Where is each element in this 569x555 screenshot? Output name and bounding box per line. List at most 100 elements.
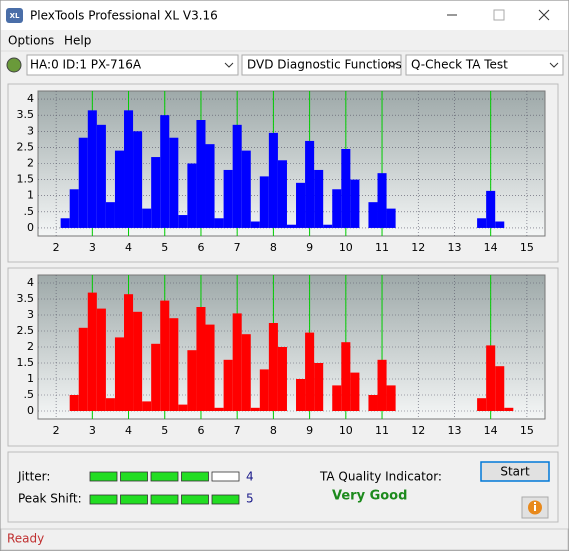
histogram-bar: [350, 372, 360, 411]
histogram-bar: [169, 137, 179, 228]
x-tick-label: 15: [520, 424, 534, 437]
x-tick-label: 7: [234, 424, 241, 437]
x-tick-label: 12: [411, 241, 425, 254]
results-panel: [7, 451, 559, 523]
test-select[interactable]: [405, 54, 564, 76]
info-icon-glyph: [534, 502, 536, 504]
histogram-bar: [178, 404, 188, 411]
meter-segment: [181, 494, 209, 505]
histogram-bar: [296, 379, 306, 411]
menu-item[interactable]: Help: [64, 34, 91, 48]
drive-icon: [6, 57, 22, 73]
dropdown-arrow: [549, 62, 559, 68]
x-tick-label: 8: [270, 241, 277, 254]
histogram-bar: [504, 407, 514, 411]
meter-segment: [150, 471, 179, 482]
y-tick-label: .5: [24, 205, 35, 218]
drive-select-text: HA:0 ID:1 PX-716A: [30, 58, 142, 72]
x-tick-label: 3: [89, 241, 96, 254]
histogram-bar: [341, 342, 351, 411]
y-tick-label: 4: [27, 92, 34, 105]
x-tick-label: 2: [53, 424, 60, 437]
histogram-bar: [69, 395, 79, 411]
x-tick-label: 5: [161, 241, 168, 254]
jitter-value: 4: [246, 470, 254, 484]
histogram-bar: [124, 294, 134, 411]
meter-segment: [89, 494, 118, 505]
histogram-bar: [368, 395, 378, 411]
histogram-bar: [323, 224, 333, 228]
histogram-bar: [142, 401, 152, 411]
x-tick-label: 7: [234, 241, 241, 254]
histogram-bar: [477, 398, 487, 411]
histogram-bar: [232, 313, 242, 411]
histogram-bar: [96, 308, 106, 411]
histogram-bar: [486, 345, 496, 411]
meter-segment: [181, 471, 209, 482]
histogram-bar: [259, 176, 269, 228]
y-tick-label: 1: [27, 372, 34, 385]
drive-select[interactable]: [26, 54, 239, 76]
status-bar: [0, 528, 569, 551]
histogram-bar: [241, 334, 251, 411]
histogram-bar: [495, 221, 505, 228]
histogram-bar: [78, 137, 88, 228]
histogram-bar: [87, 292, 97, 411]
app-icon-text: XL: [10, 12, 20, 20]
histogram-bar: [250, 221, 260, 228]
status-text: Ready: [7, 532, 44, 546]
x-tick-label: 9: [306, 424, 313, 437]
histogram-bar: [277, 160, 287, 228]
histogram-bar: [341, 149, 351, 228]
histogram-bar: [223, 359, 233, 411]
histogram-bar: [169, 318, 179, 411]
x-tick-label: 10: [339, 241, 353, 254]
histogram-bar: [386, 385, 396, 411]
menu-item[interactable]: Options: [8, 34, 54, 48]
y-tick-label: 0: [27, 221, 34, 234]
dropdown-arrow: [224, 62, 234, 68]
histogram-bar: [151, 157, 161, 228]
histogram-bar: [314, 363, 324, 411]
app-icon: [6, 8, 23, 23]
x-tick-label: 11: [375, 241, 389, 254]
histogram-bar: [277, 347, 287, 411]
histogram-bar: [124, 110, 134, 228]
peak-shift-label: Peak Shift:: [18, 492, 82, 506]
histogram-bar: [87, 110, 97, 228]
histogram-bar: [386, 208, 396, 228]
close-button[interactable]: [538, 9, 550, 21]
histogram-bar: [332, 189, 342, 228]
x-tick-label: 4: [125, 424, 132, 437]
x-tick-label: 14: [484, 241, 498, 254]
histogram-bar: [214, 218, 224, 228]
quality-label: TA Quality Indicator:: [319, 470, 442, 484]
window-title: PlexTools Professional XL V3.16: [30, 9, 218, 23]
histogram-bar: [133, 131, 143, 228]
histogram-bar: [486, 190, 496, 228]
meter-segment: [89, 471, 118, 482]
histogram-bar: [305, 332, 315, 411]
x-tick-label: 13: [447, 424, 461, 437]
histogram-bar: [78, 327, 88, 411]
histogram-bar: [196, 307, 206, 411]
y-tick-label: 3.5: [17, 292, 35, 305]
maximize-button[interactable]: [493, 9, 505, 21]
histogram-bar: [314, 169, 324, 228]
meter-segment: [120, 494, 148, 505]
y-tick-label: 3: [27, 124, 34, 137]
y-tick-label: 2.5: [17, 324, 35, 337]
x-tick-label: 15: [520, 241, 534, 254]
x-tick-label: 9: [306, 241, 313, 254]
x-tick-label: 5: [161, 424, 168, 437]
histogram-bar: [268, 323, 278, 411]
histogram-bar: [214, 407, 224, 411]
meter-segment: [120, 471, 148, 482]
start-button[interactable]: [480, 461, 550, 482]
histogram-bar: [268, 132, 278, 228]
plot-area: [37, 274, 546, 420]
function-select[interactable]: [241, 54, 402, 76]
histogram-bar: [241, 150, 251, 228]
histogram-bar: [205, 144, 215, 228]
